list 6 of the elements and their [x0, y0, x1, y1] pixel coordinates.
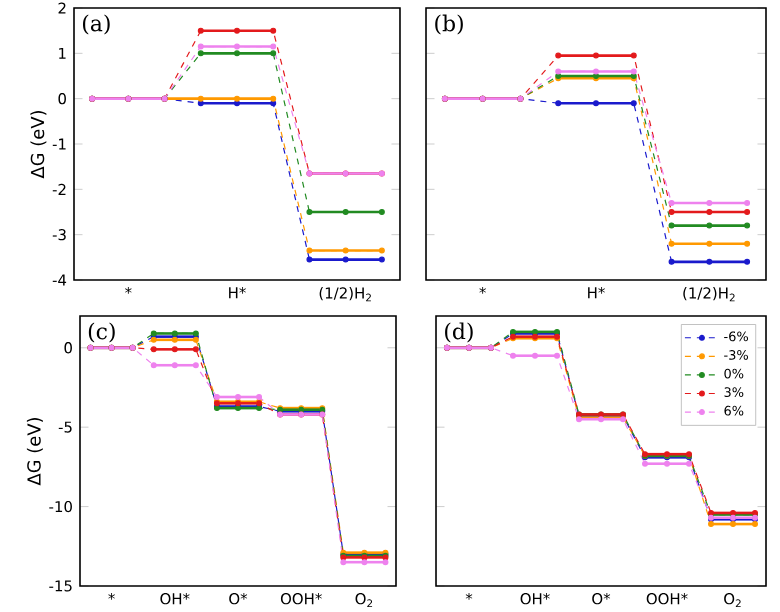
chart-title: (d) — [445, 322, 473, 343]
y-axis-title: ΔG (eV) — [30, 110, 47, 179]
chart-title: (a) — [83, 14, 110, 35]
y-axis-title: ΔG (eV) — [26, 417, 43, 486]
chart-title: (c) — [88, 322, 115, 343]
chart-title: (b) — [435, 14, 463, 35]
